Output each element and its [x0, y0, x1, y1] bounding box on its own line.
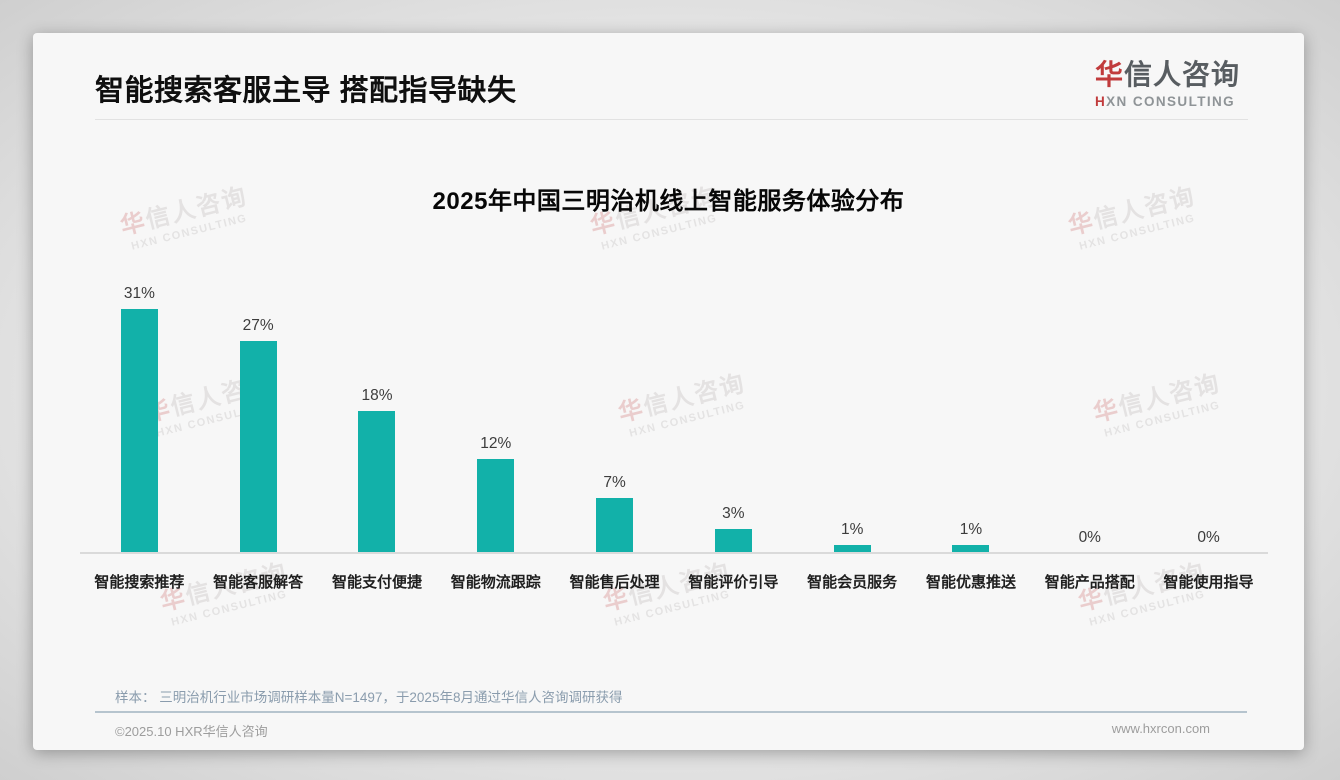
bar-column: 31% 智能搜索推荐	[80, 273, 199, 591]
bar	[833, 545, 871, 553]
website-url: www.hxrcon.com	[1111, 721, 1210, 736]
bar-category-label: 智能使用指导	[1163, 574, 1254, 591]
logo-en-text: HXN CONSULTING	[1094, 94, 1236, 109]
bar-category-label: 智能搜索推荐	[94, 574, 185, 591]
page-title: 智能搜索客服主导 搭配指导缺失	[95, 75, 517, 107]
copyright-text: ©2025.10 HXR华信人咨询	[115, 724, 268, 739]
bar-value-label: 1%	[840, 521, 864, 538]
chart-title: 2025年中国三明治机线上智能服务体验分布	[432, 188, 905, 215]
bar-column: 7% 智能售后处理	[555, 273, 674, 591]
bar-category-label: 智能客服解答	[213, 574, 304, 591]
bar-value-label: 3%	[722, 505, 745, 522]
bar	[952, 545, 990, 553]
bar	[714, 529, 752, 553]
bar-category-label: 智能售后处理	[569, 574, 660, 591]
bar-value-label: 27%	[242, 317, 274, 334]
bar	[596, 498, 634, 553]
bar-category-label: 智能产品搭配	[1044, 574, 1135, 591]
x-axis-line	[80, 552, 1268, 554]
bar-column: 1% 智能优惠推送	[912, 273, 1031, 591]
report-card: 华信人咨询 HXN CONSULTING 华信人咨询 HXN CONSULTING 华信…	[33, 33, 1304, 750]
header-divider	[95, 119, 1248, 120]
footer-divider	[95, 711, 1247, 713]
bar-column: 0% 智能使用指导	[1149, 273, 1268, 591]
bar-value-label: 18%	[361, 387, 393, 404]
bar-category-label: 智能评价引导	[688, 574, 779, 591]
bar-column: 0% 智能产品搭配	[1030, 273, 1149, 591]
bar-category-label: 智能优惠推送	[925, 574, 1016, 591]
bar-value-label: 12%	[480, 435, 512, 452]
bar-column: 18% 智能支付便捷	[318, 273, 437, 591]
bar-column: 1% 智能会员服务	[793, 273, 912, 591]
bar-value-label: 7%	[603, 474, 626, 491]
bar	[120, 309, 158, 553]
bar-value-label: 31%	[123, 285, 155, 302]
bar-column: 27% 智能客服解答	[199, 273, 318, 591]
bar-category-label: 智能会员服务	[807, 574, 898, 591]
bar-chart: 31% 智能搜索推荐 27% 智能客服解答 18% 智能支付便捷 12% 智能物流跟踪 7% 智能…	[80, 273, 1268, 591]
logo-cn-text: 华信人咨询	[1094, 59, 1240, 90]
bar-column: 12% 智能物流跟踪	[436, 273, 555, 591]
company-logo: 华信人咨询 HXN CONSULTING	[1095, 59, 1240, 109]
bar-category-label: 智能支付便捷	[331, 574, 422, 591]
sample-note: 样本： 三明治机行业市场调研样本量N=1497，于2025年8月通过华信人咨询调…	[115, 690, 623, 705]
bar-value-label: 1%	[959, 521, 983, 538]
bar	[358, 411, 396, 553]
bar-category-label: 智能物流跟踪	[450, 574, 541, 591]
bar-value-label: 0%	[1197, 529, 1220, 546]
bar-column: 3% 智能评价引导	[674, 273, 793, 591]
bar-value-label: 0%	[1078, 529, 1101, 546]
bar	[477, 459, 515, 553]
bar	[239, 341, 277, 553]
